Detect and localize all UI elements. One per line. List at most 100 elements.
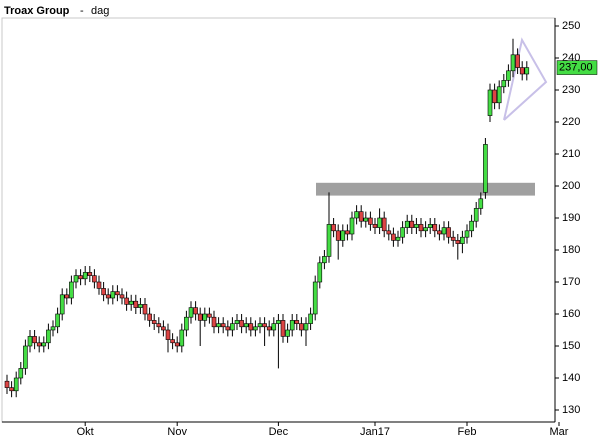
candle-body [501,80,507,88]
candle-body [280,320,286,337]
candle-body [225,326,231,331]
candle-body [519,67,525,75]
title-separator: - [80,5,84,17]
candle-body [524,67,530,75]
candle-body [151,320,157,324]
candle-body [496,86,502,104]
candle-body [207,313,212,318]
candle-body [395,236,401,241]
candle-body [409,220,415,228]
candle-body [23,345,28,369]
candle-body [377,217,382,228]
candle-body [220,323,226,328]
candle-body [128,300,134,305]
y-tick-label: 230 [562,84,580,96]
candle-body [487,89,493,116]
candle-body [174,342,180,347]
candle-body [239,320,244,328]
candle-body [161,326,166,331]
candle-body [372,224,378,228]
candle-body [96,281,102,289]
candle-body [294,320,300,324]
drawing-triangle [503,37,548,121]
y-tick-label: 170 [562,276,580,288]
candle-body [188,307,194,318]
y-tick-label: 220 [562,116,580,128]
x-tick-label: Feb [458,426,477,438]
candle-body [50,326,56,331]
candle-body [515,54,520,68]
candle-body [386,230,392,235]
candle-body [156,323,162,328]
candle-body [450,236,456,241]
candle-body [326,224,332,257]
chart-title: Troax Group [4,5,70,17]
candle-body [340,230,346,241]
candle-body [432,224,438,232]
candle-body [446,227,451,238]
candle-body [312,281,318,315]
candle-body [276,320,281,324]
candle-body [437,230,442,235]
candle-body [124,297,129,305]
candle-body [170,339,175,344]
candle-body [427,224,433,228]
candle-body [179,329,185,347]
candle-body [345,230,350,235]
candle-body [9,387,14,392]
candle-body [234,320,240,324]
candle-body [469,220,474,232]
y-tick-label: 250 [562,20,580,32]
candle-body [349,217,355,235]
candle-body [202,313,208,321]
candle-body [78,275,83,280]
x-tick-label: Mar [550,426,569,438]
candle-body [119,294,125,299]
candle-body [492,89,497,104]
candle-body [473,208,479,222]
candle-body [381,217,387,232]
candle-body [322,256,327,264]
candle-body [55,313,60,328]
x-tick-label: Dec [269,426,289,438]
candle-body [73,275,79,283]
candle-body [253,326,258,331]
candle-body [230,323,235,331]
candle-body [414,224,419,228]
candle-body [464,230,470,238]
candle-body [41,342,47,347]
y-tick-label: 130 [562,404,580,416]
candle-body [101,288,106,296]
candle-body [358,211,364,222]
candle-body [36,342,42,347]
candle-body [335,230,341,241]
y-tick-label: 210 [562,148,580,160]
candle-body [289,320,295,331]
candle-body [105,294,111,299]
x-tick-label: Okt [77,426,94,438]
candle-body [423,227,428,232]
candle-body [510,54,516,72]
candle-body [13,377,19,392]
candle-body [266,326,272,331]
candle-body [271,323,277,331]
candle-body [441,227,447,235]
candle-body [368,217,373,225]
candle-body [110,291,116,299]
candle-body [478,198,484,209]
candle-body [391,233,396,241]
y-tick-label: 200 [562,180,580,192]
zone [316,182,535,196]
y-tick-label: 150 [562,340,580,352]
candle-body [299,323,304,331]
candle-body [197,313,203,321]
candle-body [216,323,221,328]
candle-body [87,272,93,276]
candle-body [460,236,465,244]
candle-body [308,313,313,324]
candle-body [32,336,37,344]
candle-body [115,291,120,296]
candle-body [331,224,336,232]
candle-body [82,272,88,280]
candle-body [303,323,309,331]
